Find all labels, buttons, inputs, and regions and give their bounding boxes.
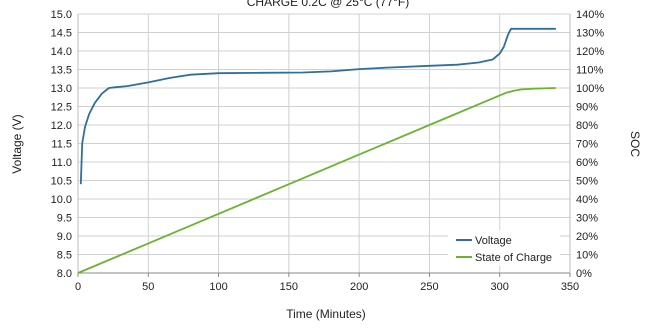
y-tick-label: 11.5 [51,139,72,151]
chart-title: CHARGE 0.2C @ 25°C (77°F) [247,0,410,9]
y2-tick-label: 90% [576,102,598,114]
y-tick-label: 15.0 [51,9,72,21]
y-tick-label: 14.5 [51,28,72,40]
y-tick-label: 9.0 [57,231,72,243]
y-tick-label: 9.5 [57,213,72,225]
y-tick-label: 8.0 [57,268,72,280]
voltage-line [79,27,556,185]
x-tick-label: 350 [561,281,579,293]
y2-tick-label: 20% [576,231,598,243]
y2-tick-label: 50% [576,176,598,188]
chart-text: CHARGE 0.2C @ 25°C (77°F) Time (Minutes)… [10,0,642,321]
y2-tick-label: 120% [576,46,604,58]
y2-tick-label: 100% [576,83,604,95]
y-tick-label: 12.0 [51,120,72,132]
y2-tick-label: 70% [576,139,598,151]
plot-series [77,27,556,274]
y-tick-label: 14.0 [51,46,72,58]
x-tick-label: 300 [491,281,509,293]
y2-tick-label: 0% [576,268,592,280]
x-tick-label: 0 [75,281,81,293]
y-tick-label: 8.5 [57,250,72,262]
y-tick-label: 13.5 [51,65,72,77]
legend-background [448,230,560,266]
state-of-charge-line [77,87,556,274]
y-tick-label: 12.5 [51,102,72,114]
y2-tick-label: 40% [576,194,598,206]
y2-axis-title: SOC [628,131,642,157]
y2-tick-label: 60% [576,157,598,169]
legend-label-voltage: Voltage [475,235,512,247]
x-tick-label: 100 [209,281,227,293]
y2-tick-label: 140% [576,9,604,21]
axes [77,14,571,277]
y2-tick-label: 10% [576,250,598,262]
y-tick-label: 11.0 [51,157,72,169]
y-tick-label: 13.0 [51,83,72,95]
y-tick-label: 10.0 [51,194,72,206]
y2-tick-label: 30% [576,213,598,225]
y2-tick-label: 130% [576,28,604,40]
legend: Voltage State of Charge [448,230,560,266]
x-tick-label: 250 [420,281,438,293]
x-tick-label: 150 [280,281,298,293]
legend-label-state-of-charge: State of Charge [475,252,552,264]
x-axis-title: Time (Minutes) [286,307,366,321]
y-tick-label: 10.5 [51,176,72,188]
y-axis-title: Voltage (V) [10,114,24,173]
y2-tick-label: 80% [576,120,598,132]
x-tick-label: 50 [142,281,154,293]
y2-tick-label: 110% [576,65,604,77]
x-tick-label: 200 [350,281,368,293]
